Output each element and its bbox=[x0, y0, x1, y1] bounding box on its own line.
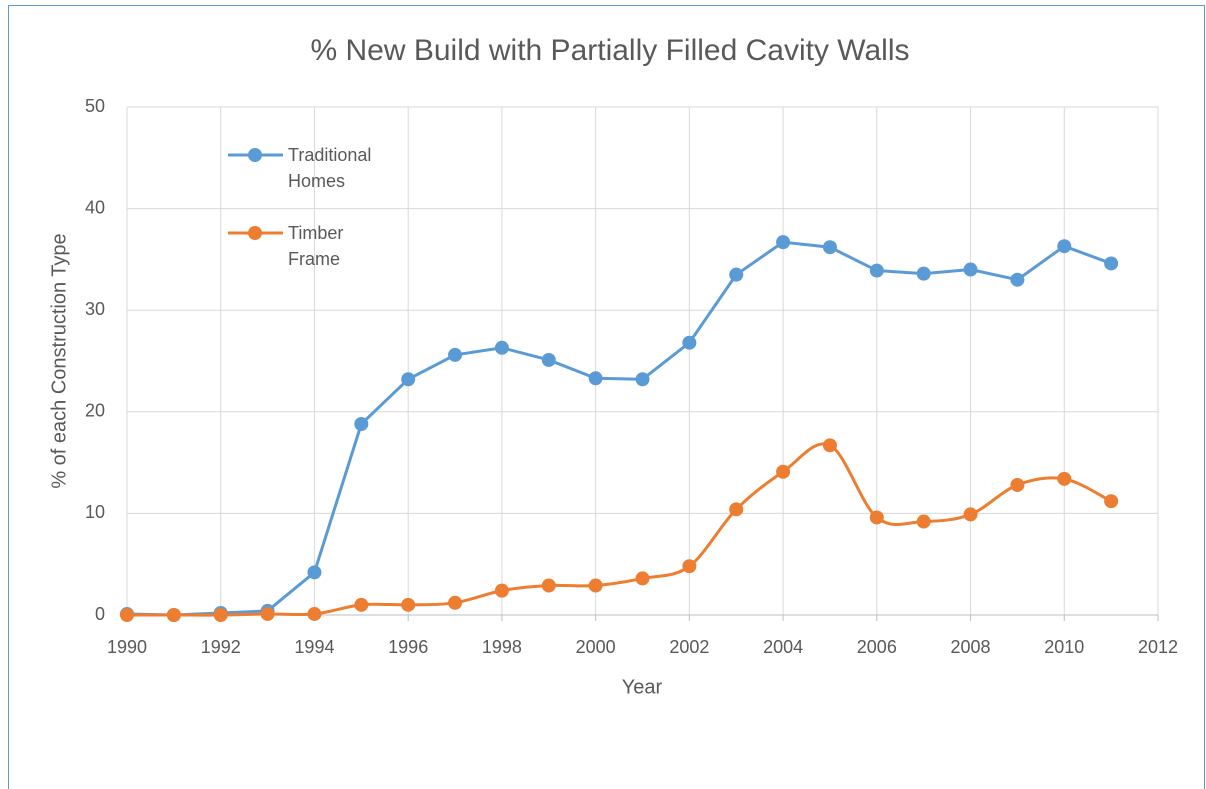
x-tick-label: 2008 bbox=[951, 637, 991, 657]
marker bbox=[822, 240, 837, 255]
x-tick-label: 2002 bbox=[669, 637, 709, 657]
y-tick-label: 20 bbox=[85, 401, 105, 421]
marker bbox=[260, 606, 275, 621]
marker bbox=[963, 262, 978, 277]
marker bbox=[401, 372, 416, 387]
marker bbox=[682, 335, 697, 350]
legend-label: Timber Frame bbox=[288, 223, 344, 269]
x-tick-label: 1996 bbox=[388, 637, 428, 657]
marker bbox=[401, 597, 416, 612]
x-tick-label: 2004 bbox=[763, 637, 803, 657]
marker bbox=[213, 608, 228, 622]
legend-marker bbox=[248, 148, 262, 162]
marker bbox=[776, 235, 791, 250]
series-line bbox=[126, 442, 1112, 617]
marker bbox=[729, 502, 744, 517]
marker bbox=[448, 595, 463, 610]
marker bbox=[307, 565, 322, 580]
marker bbox=[307, 606, 322, 621]
marker bbox=[635, 571, 650, 586]
marker bbox=[1010, 477, 1025, 492]
marker bbox=[869, 263, 884, 278]
marker bbox=[588, 578, 603, 593]
marker bbox=[1057, 471, 1072, 486]
x-tick-label: 1990 bbox=[107, 637, 147, 657]
x-tick-label: 2006 bbox=[857, 637, 897, 657]
marker bbox=[869, 510, 884, 525]
y-axis-label: % of each Construction Type bbox=[48, 233, 70, 488]
x-tick-label: 1998 bbox=[482, 637, 522, 657]
marker bbox=[729, 267, 744, 282]
y-tick-label: 30 bbox=[85, 299, 105, 319]
marker bbox=[635, 372, 650, 387]
x-tick-label: 2012 bbox=[1138, 637, 1178, 657]
marker bbox=[1104, 494, 1119, 509]
marker bbox=[120, 608, 134, 622]
x-tick-label: 1992 bbox=[201, 637, 241, 657]
marker bbox=[916, 514, 931, 529]
marker bbox=[448, 347, 463, 362]
chart-title: % New Build with Partially Filled Cavity… bbox=[310, 34, 909, 67]
marker bbox=[494, 583, 509, 598]
marker bbox=[541, 578, 556, 593]
series-line bbox=[126, 240, 1112, 617]
marker bbox=[776, 464, 791, 479]
marker bbox=[354, 416, 369, 431]
y-tick-label: 40 bbox=[85, 197, 105, 217]
marker bbox=[541, 352, 556, 367]
marker bbox=[963, 507, 978, 522]
marker bbox=[1057, 239, 1072, 254]
x-tick-label: 2010 bbox=[1044, 637, 1084, 657]
marker bbox=[822, 438, 837, 453]
y-tick-label: 0 bbox=[95, 604, 105, 624]
y-tick-label: 50 bbox=[85, 96, 105, 116]
marker bbox=[1104, 256, 1119, 271]
x-tick-label: 2000 bbox=[576, 637, 616, 657]
x-tick-label: 1994 bbox=[294, 637, 334, 657]
marker bbox=[588, 371, 603, 386]
frame bbox=[8, 5, 1205, 789]
y-tick-label: 10 bbox=[85, 502, 105, 522]
marker bbox=[1010, 272, 1025, 287]
legend-marker bbox=[248, 226, 262, 240]
legend-label: Traditional Homes bbox=[288, 145, 372, 191]
marker bbox=[916, 266, 931, 281]
marker bbox=[166, 608, 181, 622]
marker bbox=[354, 597, 369, 612]
x-axis-label: Year bbox=[622, 676, 663, 698]
marker bbox=[494, 340, 509, 355]
marker bbox=[682, 559, 697, 574]
